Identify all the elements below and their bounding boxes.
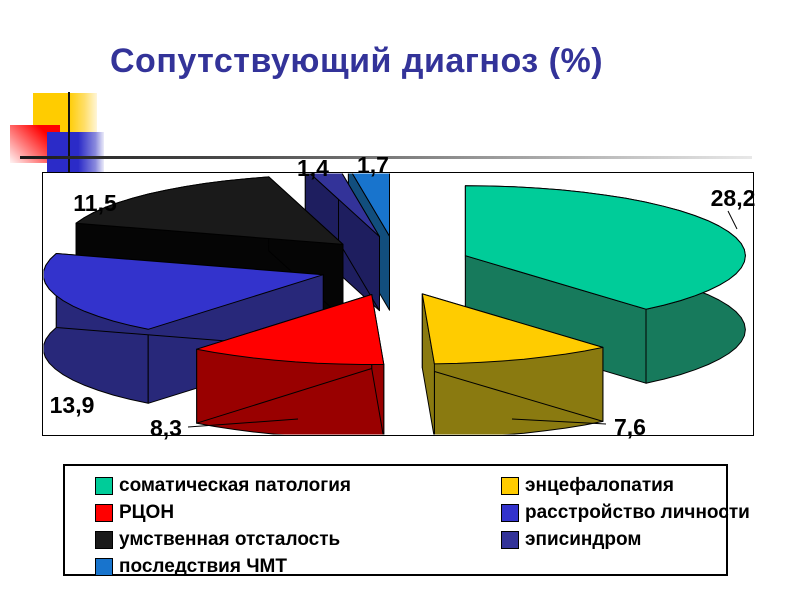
legend-swatch [500, 503, 519, 522]
legend-label: последствия ЧМТ [119, 555, 287, 577]
decor-horizontal-line [20, 156, 752, 159]
legend-swatch [95, 503, 113, 522]
legend-item: РЦОН [95, 499, 351, 526]
legend-column-2: энцефалопатия расстройство личности эписин… [500, 472, 750, 553]
legend-column-1: соматическая патология РЦОН умственная отс… [95, 472, 351, 580]
legend-swatch [95, 530, 113, 549]
chart-plot-area [42, 172, 754, 436]
legend-item: умственная отсталость [95, 526, 351, 553]
legend-swatch [500, 476, 519, 495]
legend-item: расстройство личности [500, 499, 750, 526]
legend-item: энцефалопатия [500, 472, 750, 499]
decor-vertical-line [68, 92, 70, 186]
legend-label: соматическая патология [119, 474, 351, 496]
legend-item: эписиндром [500, 526, 750, 553]
legend-swatch [95, 557, 113, 576]
chart-legend: соматическая патология РЦОН умственная отс… [63, 464, 750, 577]
legend-label: эписиндром [524, 528, 642, 550]
legend-label: расстройство личности [524, 501, 750, 523]
legend-item: соматическая патология [95, 472, 351, 499]
legend-item: последствия ЧМТ [95, 553, 351, 580]
legend-swatch [500, 530, 519, 549]
legend-label: умственная отсталость [119, 528, 341, 550]
page-title: Сопутствующий диагноз (%) [110, 42, 604, 80]
decor-blue-square [47, 132, 104, 177]
legend-label: энцефалопатия [524, 474, 674, 496]
legend-swatch [95, 476, 113, 495]
legend-label: РЦОН [119, 501, 175, 523]
